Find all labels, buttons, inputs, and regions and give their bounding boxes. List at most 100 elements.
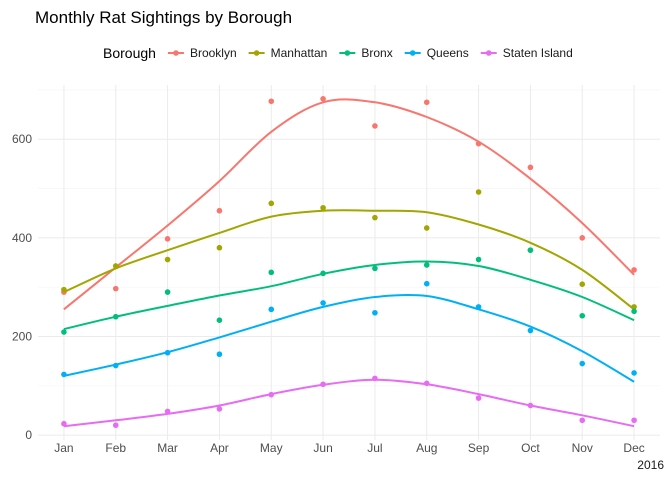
queens-data-point <box>61 371 67 378</box>
staten-island-data-point <box>579 417 586 424</box>
series-manhattan <box>61 189 637 311</box>
bronx-data-point <box>631 308 637 315</box>
bronx-data-point <box>527 247 534 253</box>
legend-items: Brooklyn Manhattan Bronx Queens Staten Islan… <box>167 46 573 60</box>
queens-data-point <box>579 360 586 367</box>
staten-island-data-point <box>112 422 119 429</box>
brooklyn-trend-line <box>63 98 635 311</box>
bronx-data-point <box>475 256 482 263</box>
queens-data-point <box>320 300 326 306</box>
series-bronx <box>61 247 637 335</box>
queens-trend-line <box>63 293 635 383</box>
bronx-data-point <box>423 262 430 268</box>
x-tick-label: Oct <box>521 441 540 455</box>
legend-key-point <box>173 50 179 56</box>
legend-label: Manhattan <box>271 46 328 60</box>
series-brooklyn <box>61 96 637 311</box>
x-tick-label: Jun <box>313 441 332 455</box>
legend-key-point <box>253 50 260 56</box>
x-tick-label: Aug <box>416 441 437 455</box>
y-axis: 0 200 400 600 <box>12 132 32 442</box>
series-queens <box>61 280 637 383</box>
manhattan-data-point <box>112 263 119 269</box>
x-tick-label: Jul <box>367 441 382 455</box>
manhattan-data-point <box>579 281 586 287</box>
x-tick-label: Sep <box>468 441 490 455</box>
legend-key-point <box>485 50 492 56</box>
staten-island-data-point <box>527 402 534 409</box>
legend-label: Queens <box>427 46 469 60</box>
legend-key-point <box>344 50 351 56</box>
brooklyn-data-point <box>216 207 223 214</box>
queens-data-point <box>372 309 378 316</box>
bronx-data-point <box>579 312 586 319</box>
legend-item-bronx: Bronx <box>339 46 393 60</box>
queens-data-point <box>112 362 119 369</box>
chart-caption: 2016 <box>637 458 664 472</box>
brooklyn-data-point <box>164 236 171 242</box>
legend-label: Bronx <box>361 46 392 60</box>
queens-data-point <box>527 327 534 334</box>
manhattan-data-point <box>475 189 482 195</box>
staten-island-data-point <box>61 420 67 427</box>
y-tick-label: 400 <box>12 231 32 245</box>
queens-data-point <box>164 349 171 356</box>
manhattan-data-point <box>164 256 171 263</box>
manhattan-data-point <box>631 304 637 310</box>
x-tick-label: Mar <box>157 441 178 455</box>
queens-data-point <box>216 351 223 358</box>
queens-data-point <box>268 306 275 313</box>
legend-label: Staten Island <box>503 46 573 60</box>
bronx-data-point <box>61 329 67 335</box>
bronx-data-point <box>372 265 378 272</box>
series-staten-island <box>61 375 637 429</box>
x-tick-label: Nov <box>572 441 593 455</box>
bronx-data-point <box>112 313 119 320</box>
staten-island-data-point <box>475 395 482 401</box>
staten-island-data-point <box>164 408 171 415</box>
y-tick-label: 200 <box>12 329 32 343</box>
manhattan-data-point <box>216 244 223 251</box>
y-tick-label: 0 <box>25 428 32 442</box>
bronx-trend-line <box>63 260 635 331</box>
brooklyn-data-point <box>372 123 378 129</box>
legend-key-point <box>409 50 416 56</box>
legend-item-manhattan: Manhattan <box>248 46 328 60</box>
legend-item-brooklyn: Brooklyn <box>167 46 237 60</box>
bronx-data-point <box>320 270 326 277</box>
staten-island-data-point <box>631 417 637 424</box>
x-tick-label: May <box>260 441 283 455</box>
x-tick-label: Feb <box>105 441 126 455</box>
bronx-data-point <box>268 269 275 276</box>
staten-island-data-point <box>320 381 326 388</box>
staten-island-trend-line <box>63 378 635 428</box>
queens-data-point <box>475 304 482 310</box>
legend: Borough Brooklyn Manhattan Bronx Queens Stat… <box>103 45 573 61</box>
x-tick-label: Dec <box>623 441 644 455</box>
staten-island-data-point <box>372 375 378 382</box>
manhattan-trend-line <box>63 209 635 311</box>
bronx-data-point <box>164 289 171 295</box>
manhattan-data-point <box>423 225 430 231</box>
brooklyn-data-point <box>631 267 637 273</box>
brooklyn-data-point <box>579 235 586 241</box>
legend-title: Borough <box>103 45 156 61</box>
x-tick-label: Apr <box>210 441 229 455</box>
manhattan-data-point <box>372 214 378 221</box>
x-axis: Jan Feb Mar Apr May Jun Jul Aug Sep Oct Nov Dec <box>54 441 645 455</box>
manhattan-data-point <box>61 286 67 293</box>
brooklyn-data-point <box>320 96 326 102</box>
staten-island-data-point <box>268 391 275 398</box>
queens-data-point <box>423 280 430 287</box>
legend-item-staten-island: Staten Island <box>480 46 573 60</box>
y-tick-label: 600 <box>12 132 32 146</box>
legend-label: Brooklyn <box>190 46 237 60</box>
brooklyn-data-point <box>112 285 119 292</box>
brooklyn-data-point <box>475 140 482 147</box>
staten-island-data-point <box>423 380 430 387</box>
queens-data-point <box>631 370 637 376</box>
chart-title: Monthly Rat Sightings by Borough <box>35 8 292 27</box>
plot-panel <box>38 85 660 440</box>
bronx-data-point <box>216 317 223 323</box>
